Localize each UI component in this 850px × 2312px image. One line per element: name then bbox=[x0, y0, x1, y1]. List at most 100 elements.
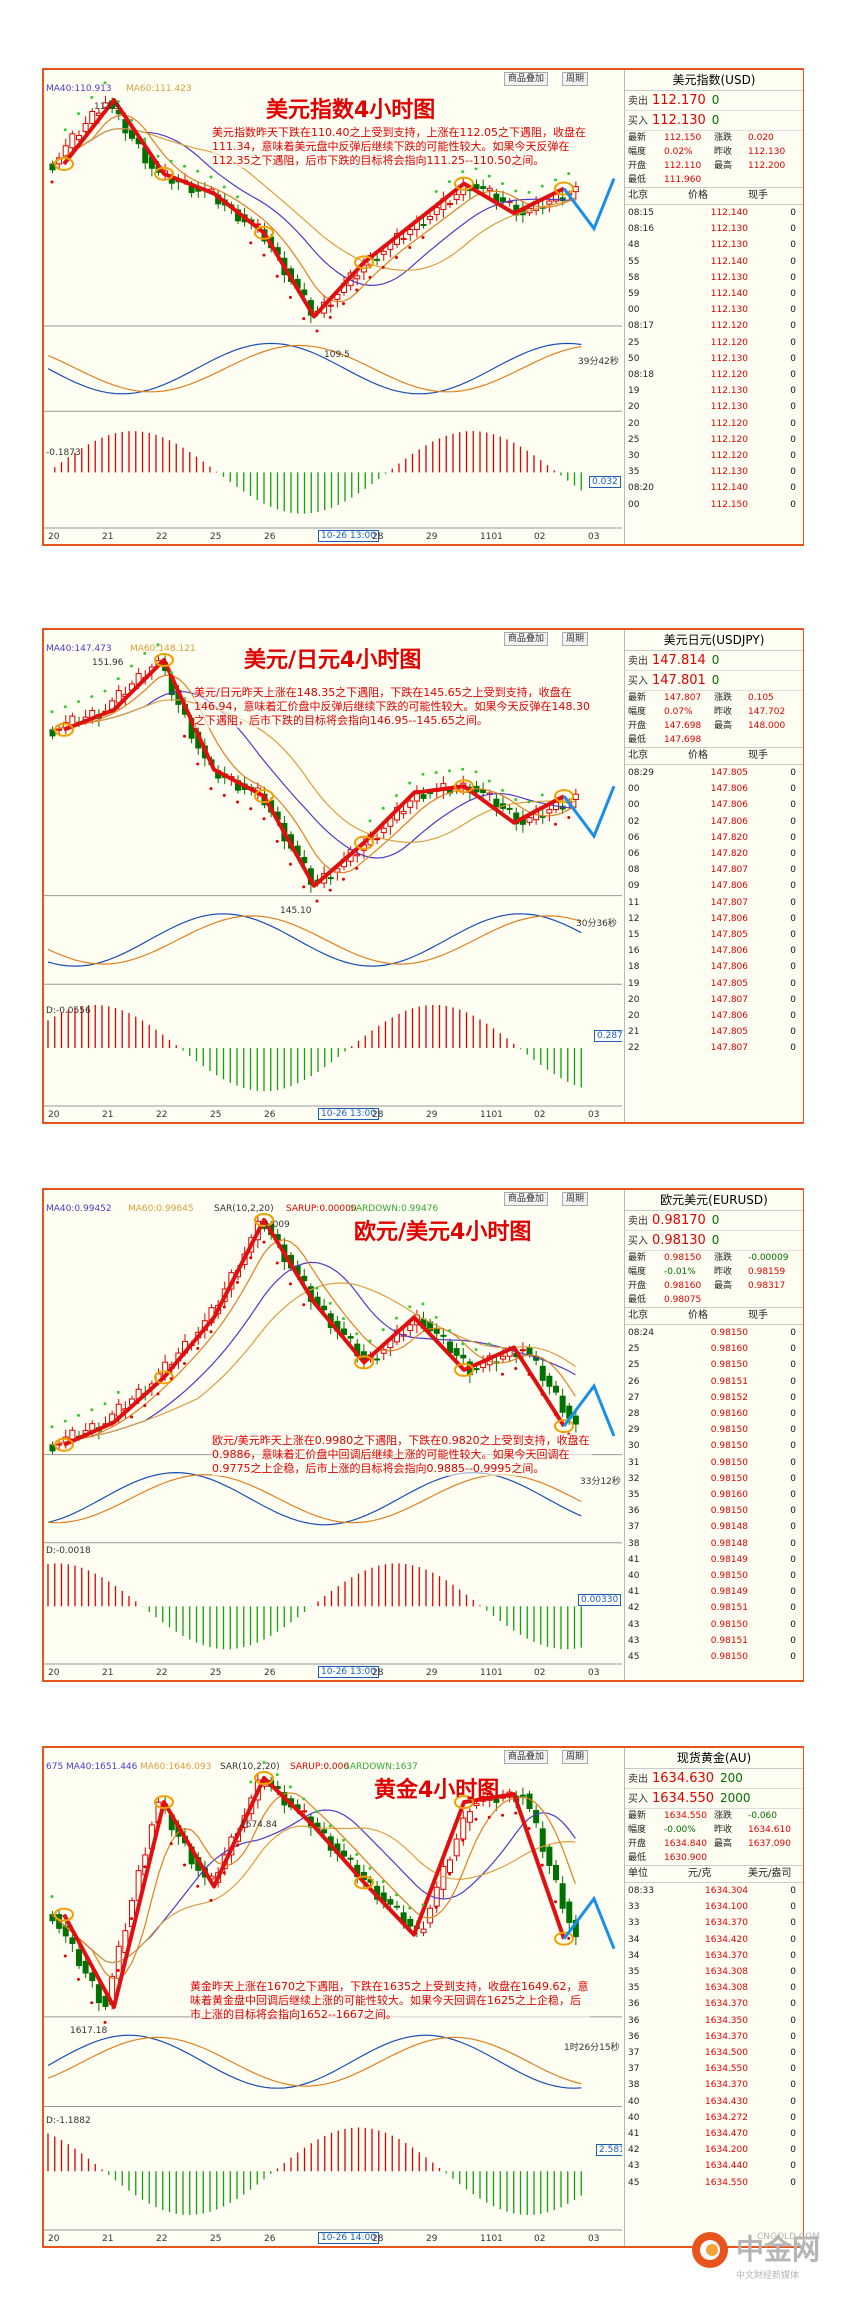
candle-body bbox=[433, 1886, 440, 1907]
period-button[interactable]: 周期 bbox=[562, 632, 589, 646]
tick-price: 112.120 bbox=[710, 434, 748, 445]
stat-label: 昨收 bbox=[714, 147, 733, 157]
tick-time: 08 bbox=[628, 865, 640, 876]
ma-short-line bbox=[51, 1239, 576, 1446]
overlay-button[interactable]: 商品叠加 bbox=[504, 72, 549, 86]
sar-dot bbox=[368, 819, 372, 823]
sar-dot bbox=[196, 1346, 200, 1350]
candle-body bbox=[354, 275, 361, 280]
tick-time: 08:33 bbox=[628, 1886, 654, 1896]
tick-volume: 0 bbox=[790, 832, 796, 843]
sar-dot bbox=[222, 1305, 226, 1309]
x-tick-label: 28 bbox=[372, 2234, 384, 2244]
forecast-arrow bbox=[562, 1895, 616, 1950]
sar-dot bbox=[421, 1903, 425, 1907]
sar-dot bbox=[275, 1261, 279, 1265]
tick-list[interactable]: 08:29 147.805 0 00 147.806 0 00 147.806 0 02 147.8… bbox=[625, 765, 803, 1057]
swing-point-marker bbox=[554, 181, 574, 196]
x-tick-label: 29 bbox=[426, 1668, 438, 1678]
sar-dot bbox=[90, 1408, 94, 1412]
candle-body bbox=[572, 793, 579, 801]
tick-row: 38 1634.370 0 bbox=[628, 2077, 803, 2093]
sar-dot bbox=[130, 664, 133, 668]
candle-body bbox=[347, 1857, 354, 1860]
sar-dot bbox=[103, 2020, 107, 2024]
tick-volume: 0 bbox=[790, 784, 796, 795]
stat-value bbox=[748, 1851, 798, 1865]
buy-price: 112.130 bbox=[652, 113, 706, 128]
overlay-button[interactable]: 商品叠加 bbox=[504, 1750, 549, 1764]
tick-price: 147.806 bbox=[710, 816, 748, 827]
overlay-button[interactable]: 商品叠加 bbox=[504, 1192, 549, 1206]
candlestick-chart[interactable]: 675 MA40:1651.446 MA60:1646.093 SAR(10,2… bbox=[44, 1748, 622, 2246]
sell-price: 1634.630 bbox=[652, 1771, 715, 1786]
oscillator-line-2 bbox=[47, 915, 582, 965]
sar-dot bbox=[554, 1900, 557, 1904]
macd-value: 0.00330 bbox=[578, 1594, 622, 1606]
tick-row: 08:29 147.805 0 bbox=[628, 765, 803, 781]
swing-point-marker bbox=[154, 1370, 174, 1385]
stat-value: 0.98160 bbox=[664, 1281, 702, 1291]
overlay-button[interactable]: 商品叠加 bbox=[504, 632, 549, 646]
sar-dot bbox=[368, 275, 372, 279]
sar-dot bbox=[302, 1797, 306, 1801]
stat-label: 涨跌 bbox=[714, 1811, 733, 1821]
candle-body bbox=[480, 789, 487, 793]
chart-title: 黄金4小时图 bbox=[374, 1778, 500, 1803]
tick-time: 35 bbox=[628, 1967, 640, 1978]
tick-volume: 0 bbox=[790, 1392, 796, 1403]
stat-value: 112.150 bbox=[664, 133, 702, 143]
tick-row: 20 112.120 0 bbox=[628, 416, 803, 432]
sar-dot bbox=[236, 800, 239, 804]
tick-time: 36 bbox=[628, 2015, 640, 2026]
candlestick-chart[interactable]: MA40:110.913 MA60:111.423 商品叠加 周期 美元指数4小… bbox=[44, 70, 622, 544]
tick-row: 33 1634.370 0 bbox=[628, 1915, 803, 1931]
swing-point-marker bbox=[554, 1931, 574, 1946]
tick-price: 0.98149 bbox=[710, 1554, 748, 1565]
candle-body bbox=[453, 194, 460, 201]
sar-dot bbox=[315, 329, 319, 333]
period-button[interactable]: 周期 bbox=[562, 1192, 589, 1206]
x-tick-label: 02 bbox=[534, 2234, 546, 2244]
x-tick-label: 1101 bbox=[480, 1668, 503, 1678]
tick-list[interactable]: 08:33 1634.304 0 33 1634.100 0 33 1634.370 0 34 16… bbox=[625, 1883, 803, 2191]
tick-row: 38 0.98148 0 bbox=[628, 1536, 803, 1552]
candle-body bbox=[95, 1984, 102, 2004]
sar-dot bbox=[434, 1315, 438, 1319]
tick-row: 22 147.807 0 bbox=[628, 1040, 803, 1056]
sar-dot bbox=[143, 137, 147, 141]
tick-row: 36 1634.370 0 bbox=[628, 2029, 803, 2045]
candlestick-chart[interactable]: MA40:147.473 MA60:148.121 商品叠加 周期 美元/日元4… bbox=[44, 630, 622, 1122]
tick-row: 00 112.150 0 bbox=[628, 497, 803, 513]
candle-body bbox=[380, 250, 387, 255]
candlestick-chart[interactable]: MA40:0.99452 MA60:0.99645 SAR(10,2,20) S… bbox=[44, 1190, 622, 1680]
tick-time: 16 bbox=[628, 946, 640, 957]
candle-body bbox=[447, 202, 453, 206]
tick-list[interactable]: 08:15 112.140 0 08:16 112.130 0 48 112.130 0 55 11… bbox=[625, 205, 803, 513]
tick-volume: 0 bbox=[790, 1603, 796, 1614]
macd-label: D:-0.0018 bbox=[46, 1546, 91, 1556]
tick-row: 55 112.140 0 bbox=[628, 254, 803, 270]
tick-price: 1634.100 bbox=[705, 1902, 748, 1913]
tick-time: 36 bbox=[628, 1999, 640, 2010]
candle-body bbox=[500, 197, 506, 203]
tick-price: 147.805 bbox=[710, 1027, 748, 1038]
tick-volume: 0 bbox=[790, 240, 796, 251]
tick-time: 18 bbox=[628, 962, 640, 973]
tick-row: 43 1634.440 0 bbox=[628, 2158, 803, 2174]
tick-list[interactable]: 08:24 0.98150 0 25 0.98160 0 25 0.98150 0 26 0.981… bbox=[625, 1325, 803, 1665]
x-tick-label: 21 bbox=[102, 532, 114, 542]
tick-price: 1634.272 bbox=[705, 2112, 748, 2123]
period-button[interactable]: 周期 bbox=[562, 72, 589, 86]
candle-body bbox=[374, 1358, 381, 1361]
tick-time: 08:20 bbox=[628, 483, 654, 494]
sar-dot bbox=[169, 671, 173, 675]
tick-row: 19 112.130 0 bbox=[628, 383, 803, 399]
ma40-indicator: MA40:147.473 bbox=[46, 644, 112, 654]
ma60-line bbox=[51, 128, 576, 271]
period-button[interactable]: 周期 bbox=[562, 1750, 589, 1764]
tick-price: 147.807 bbox=[710, 1043, 748, 1054]
ma-short-line bbox=[51, 674, 576, 874]
sar-dot bbox=[262, 1240, 266, 1244]
tick-row: 29 0.98150 0 bbox=[628, 1422, 803, 1438]
